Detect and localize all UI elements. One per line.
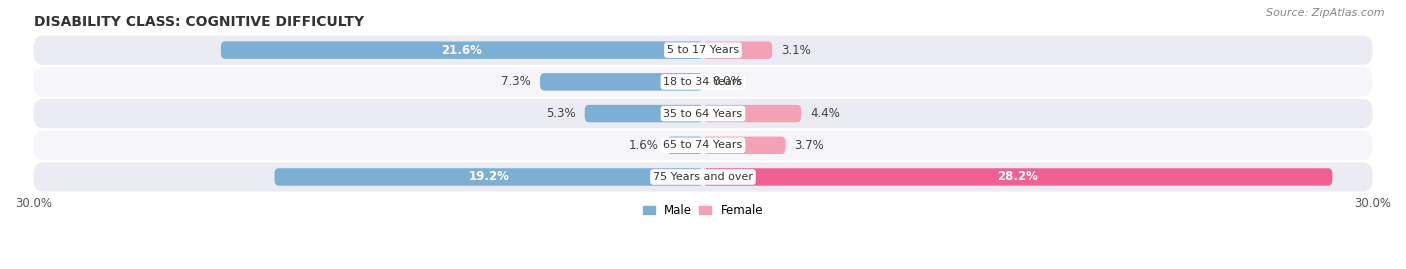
FancyBboxPatch shape [540, 73, 703, 91]
Text: 65 to 74 Years: 65 to 74 Years [664, 140, 742, 150]
Legend: Male, Female: Male, Female [638, 199, 768, 222]
FancyBboxPatch shape [703, 137, 786, 154]
FancyBboxPatch shape [34, 36, 1372, 65]
FancyBboxPatch shape [703, 105, 801, 122]
FancyBboxPatch shape [585, 105, 703, 122]
FancyBboxPatch shape [34, 67, 1372, 97]
FancyBboxPatch shape [668, 137, 703, 154]
FancyBboxPatch shape [34, 131, 1372, 160]
Text: 7.3%: 7.3% [502, 75, 531, 89]
Text: DISABILITY CLASS: COGNITIVE DIFFICULTY: DISABILITY CLASS: COGNITIVE DIFFICULTY [34, 15, 364, 29]
Text: Source: ZipAtlas.com: Source: ZipAtlas.com [1267, 8, 1385, 18]
Text: 35 to 64 Years: 35 to 64 Years [664, 109, 742, 119]
FancyBboxPatch shape [703, 168, 1333, 186]
Text: 3.7%: 3.7% [794, 139, 824, 152]
FancyBboxPatch shape [703, 41, 772, 59]
FancyBboxPatch shape [34, 162, 1372, 192]
Text: 0.0%: 0.0% [711, 75, 741, 89]
Text: 19.2%: 19.2% [468, 171, 509, 183]
Text: 75 Years and over: 75 Years and over [652, 172, 754, 182]
Text: 18 to 34 Years: 18 to 34 Years [664, 77, 742, 87]
Text: 5 to 17 Years: 5 to 17 Years [666, 45, 740, 55]
Text: 5.3%: 5.3% [546, 107, 576, 120]
FancyBboxPatch shape [274, 168, 703, 186]
Text: 4.4%: 4.4% [810, 107, 839, 120]
Text: 1.6%: 1.6% [628, 139, 658, 152]
FancyBboxPatch shape [34, 99, 1372, 128]
Text: 3.1%: 3.1% [782, 44, 811, 57]
FancyBboxPatch shape [221, 41, 703, 59]
Text: 21.6%: 21.6% [441, 44, 482, 57]
Text: 28.2%: 28.2% [997, 171, 1038, 183]
